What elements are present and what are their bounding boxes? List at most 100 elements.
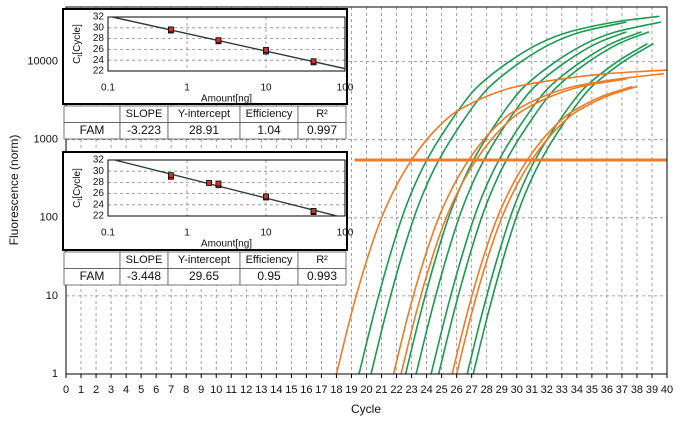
curves [335,15,667,374]
table-cell-text: 1.04 [257,123,281,137]
inset-x-axis-title: Amount[ng] [201,94,252,105]
x-tick-label: 36 [601,384,613,396]
fit-line [111,160,340,216]
inset-x-tick-label: 100 [337,228,354,239]
amplification-curve [415,31,627,374]
x-tick-label: 35 [586,384,598,396]
table-cell [297,122,347,140]
inset-x-tick-label: 10 [260,228,272,239]
table-cell-text: FAM [80,269,105,283]
x-tick-label: 16 [300,384,312,396]
x-tick-label: 7 [168,384,174,396]
inset-x-tick-label: 1 [184,228,190,239]
table-cell [63,251,121,269]
data-point [263,193,269,200]
table-header: Y-intercept [178,108,230,120]
x-tick-label: 37 [616,384,628,396]
x-tick-label: 40 [661,384,673,396]
ylabel-part: C [72,201,83,208]
inset-y-tick-label: 24 [93,199,105,210]
x-tick-label: 38 [631,384,643,396]
inset-y-tick-label: 26 [93,188,105,199]
amplification-curve [466,42,648,374]
y-axis-title: Fluorescence (norm) [7,135,21,246]
inset-frame [62,8,348,105]
table-header: SLOPE [126,254,163,266]
x-tick-label: 10 [210,384,222,396]
inset-y-tick-label: 24 [93,55,105,66]
data-point [206,180,212,186]
x-tick-label: 11 [226,384,237,396]
amplification-curve [370,21,627,374]
fit-line [109,17,345,70]
inset-y-tick-label: 30 [93,22,105,33]
x-tick-label: 1 [78,384,84,396]
inset-x-tick-label: 100 [337,83,354,94]
x-axis-title: Cycle [351,402,381,416]
inset-x-tick-label: 0.1 [101,83,115,94]
x-tick-label: 20 [360,384,372,396]
inset-y-tick-label: 28 [93,177,105,188]
data-point [215,37,222,44]
ylabel-sub: t [77,55,84,57]
x-tick-label: 33 [556,384,568,396]
amplification-curve [437,31,650,374]
x-tick-label: 18 [330,384,342,396]
inset-plot-frame [107,159,346,217]
inset-x-tick-label: 0.1 [101,228,115,239]
x-tick-label: 39 [646,384,658,396]
x-tick-label: 23 [405,384,417,396]
table-header: R² [316,254,328,266]
x-tick-label: 2 [93,384,99,396]
inset-frame [62,151,348,251]
x-tick-label: 0 [63,384,69,396]
ylabel-part: [Cycle] [72,24,83,55]
x-tick-label: 13 [255,384,267,396]
table-header: Efficiency [246,254,293,266]
x-tick-label: 24 [420,384,432,396]
inset-y-tick-label: 30 [93,166,105,177]
amplification-curve [430,31,642,374]
table-header: Efficiency [246,108,293,120]
table-cell-text: 28.91 [189,123,219,137]
data-point [215,180,222,187]
inset-y-axis-title: Ct[Cycle] [72,24,84,64]
inset-x-tick-label: 1 [184,83,190,94]
amplification-curve [400,78,627,374]
table-header: R² [316,108,328,120]
data-point [263,47,269,53]
x-tick-label: 27 [466,384,478,396]
x-tick-label: 9 [198,384,204,396]
x-tick-label: 28 [481,384,493,396]
table-cell-text: FAM [80,123,105,137]
x-tick-label: 15 [285,384,297,396]
x-tick-label: 6 [153,384,159,396]
inset-y-tick-label: 26 [93,44,105,55]
x-tick-label: 12 [240,384,252,396]
ylabel-part: [Cycle] [72,168,83,199]
table-cell [63,105,121,123]
x-tick-label: 25 [436,384,448,396]
x-tick-label: 17 [315,384,327,396]
data-point [167,172,174,179]
inset-y-tick-label: 32 [93,155,105,166]
table-cell-text: 0.95 [257,269,281,283]
inset-y-tick-label: 22 [93,66,105,77]
table-cell [297,268,347,286]
x-tick-label: 30 [511,384,523,396]
y-tick-label: 10 [46,290,58,302]
table-header: Y-intercept [178,254,230,266]
inset-plot-frame [107,16,346,72]
amplification-curve [472,42,654,374]
amplification-curve [335,69,667,374]
inset-y-tick-label: 22 [93,211,105,222]
table-cell-text: 0.997 [307,123,337,137]
x-tick-label: 29 [496,384,508,396]
x-tick-label: 14 [270,384,282,396]
ylabel-sub: t [77,199,84,201]
ylabel-part: C [72,57,83,64]
x-tick-label: 4 [123,384,129,396]
table-cell-text: 29.65 [189,269,219,283]
data-point [167,26,174,33]
y-tick-label: 1000 [34,134,58,146]
